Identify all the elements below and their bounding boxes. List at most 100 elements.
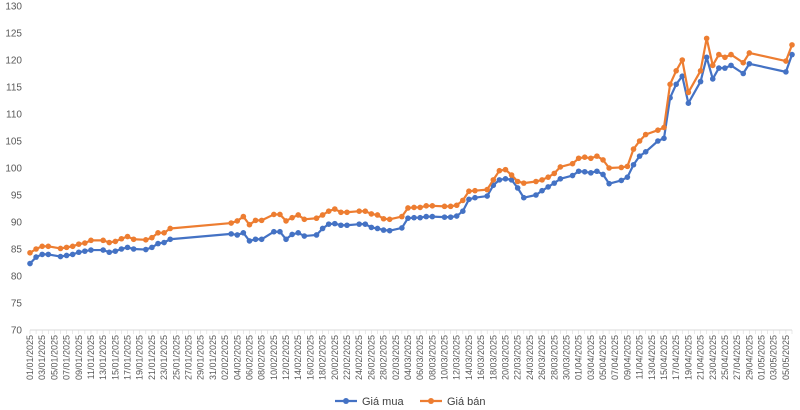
data-point bbox=[624, 174, 631, 180]
data-point bbox=[240, 213, 247, 220]
data-point bbox=[277, 211, 283, 218]
data-point bbox=[673, 68, 679, 74]
data-point bbox=[405, 215, 411, 222]
data-point bbox=[161, 230, 167, 236]
data-point bbox=[130, 246, 137, 252]
data-point bbox=[722, 65, 728, 71]
y-tick-label: 120 bbox=[5, 56, 22, 67]
data-point bbox=[569, 160, 576, 167]
data-point bbox=[661, 135, 667, 142]
y-tick-label: 75 bbox=[11, 299, 23, 310]
data-point bbox=[332, 206, 338, 212]
data-point bbox=[45, 251, 52, 258]
data-point bbox=[460, 197, 466, 204]
data-point bbox=[740, 59, 747, 66]
data-point bbox=[594, 168, 600, 175]
x-tick-label: 28/02/2025 bbox=[379, 335, 389, 380]
data-point bbox=[252, 217, 259, 224]
data-point bbox=[271, 211, 277, 218]
data-point bbox=[673, 81, 679, 88]
data-point bbox=[709, 76, 716, 82]
data-point bbox=[496, 177, 503, 183]
data-point bbox=[258, 217, 265, 224]
data-point bbox=[33, 246, 39, 252]
data-point bbox=[338, 209, 344, 216]
data-point bbox=[39, 243, 45, 250]
data-point bbox=[228, 231, 234, 237]
y-tick-label: 90 bbox=[11, 218, 23, 229]
data-point bbox=[399, 213, 405, 220]
x-tick-label: 09/01/2025 bbox=[74, 335, 84, 380]
data-point bbox=[728, 51, 734, 58]
series-2 bbox=[27, 35, 795, 256]
data-point bbox=[453, 213, 460, 219]
x-tick-label: 19/04/2025 bbox=[683, 335, 693, 380]
data-point bbox=[490, 177, 497, 183]
data-point bbox=[368, 224, 375, 231]
data-point bbox=[630, 161, 637, 168]
x-tick-label: 03/04/2025 bbox=[586, 335, 596, 380]
data-point bbox=[618, 164, 625, 171]
data-point bbox=[703, 54, 710, 61]
data-point bbox=[386, 227, 393, 234]
x-tick-label: 27/04/2025 bbox=[732, 335, 742, 380]
data-point bbox=[143, 237, 149, 243]
series-layer bbox=[27, 35, 795, 267]
x-tick-label: 20/03/2025 bbox=[500, 335, 510, 380]
data-point bbox=[57, 253, 64, 260]
data-point bbox=[344, 222, 350, 229]
data-point bbox=[82, 248, 88, 254]
data-point bbox=[246, 221, 253, 228]
data-point bbox=[581, 168, 588, 175]
x-tick-label: 28/03/2025 bbox=[549, 335, 559, 380]
y-tick-label: 70 bbox=[11, 326, 23, 337]
data-point bbox=[143, 246, 149, 253]
x-tick-label: 05/01/2025 bbox=[49, 335, 59, 380]
data-point bbox=[423, 213, 430, 220]
data-point bbox=[679, 73, 686, 79]
x-tick-label: 01/01/2025 bbox=[25, 335, 35, 380]
y-axis: 70 75 80 85 90 95 100 105 110 115 120 125 130 bbox=[5, 2, 22, 337]
legend-label: Giá mua bbox=[362, 396, 404, 408]
data-point bbox=[685, 100, 692, 106]
x-tick-label: 26/03/2025 bbox=[537, 335, 547, 380]
data-point bbox=[697, 68, 704, 74]
data-point bbox=[606, 165, 612, 171]
x-tick-label: 27/01/2025 bbox=[183, 335, 193, 380]
y-tick-label: 130 bbox=[5, 2, 22, 13]
data-point bbox=[124, 233, 131, 240]
x-tick-label: 08/02/2025 bbox=[257, 335, 267, 380]
data-point bbox=[313, 215, 320, 222]
x-tick-label: 24/02/2025 bbox=[354, 335, 364, 380]
data-point bbox=[557, 164, 564, 170]
data-point bbox=[740, 70, 747, 77]
data-point bbox=[789, 51, 795, 58]
x-tick-label: 01/04/2025 bbox=[574, 335, 584, 380]
x-tick-label: 03/01/2025 bbox=[37, 335, 47, 380]
data-point bbox=[484, 186, 491, 193]
x-tick-label: 18/03/2025 bbox=[488, 335, 498, 380]
x-tick-label: 21/01/2025 bbox=[147, 335, 157, 380]
data-point bbox=[271, 228, 277, 235]
data-point bbox=[551, 180, 558, 186]
data-point bbox=[679, 57, 686, 63]
data-point bbox=[472, 194, 478, 201]
data-point bbox=[405, 205, 411, 211]
x-tick-label: 02/03/2025 bbox=[391, 335, 401, 380]
x-tick-label: 05/05/2025 bbox=[781, 335, 791, 380]
data-point bbox=[240, 230, 247, 236]
x-tick-label: 06/03/2025 bbox=[415, 335, 425, 380]
data-point bbox=[295, 212, 302, 218]
data-point bbox=[789, 42, 795, 48]
x-tick-label: 14/02/2025 bbox=[293, 335, 303, 380]
data-point bbox=[722, 54, 728, 61]
x-tick-label: 12/03/2025 bbox=[452, 335, 462, 380]
data-point bbox=[45, 243, 52, 250]
data-point bbox=[429, 203, 436, 209]
data-point bbox=[149, 234, 155, 241]
data-point bbox=[545, 184, 551, 190]
data-point bbox=[502, 166, 509, 173]
data-point bbox=[283, 218, 289, 224]
data-point bbox=[642, 131, 649, 138]
x-tick-label: 09/04/2025 bbox=[622, 335, 632, 380]
